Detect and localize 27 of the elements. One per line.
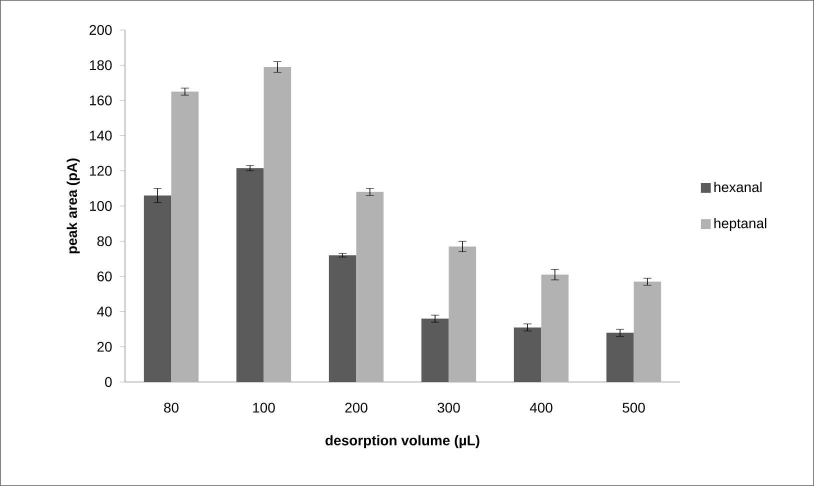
y-tick-label: 140 — [90, 130, 112, 141]
x-axis-title: desorption volume (µL) — [326, 435, 480, 448]
x-tick-label: 400 — [530, 402, 552, 413]
y-tick-label: 120 — [90, 166, 112, 176]
y-tick-label: 100 — [90, 201, 112, 211]
y-tick-label: 20 — [97, 342, 112, 352]
y-axis-title: peak area (pA) — [66, 158, 80, 254]
bar — [356, 192, 384, 382]
legend-label: hexanal — [714, 182, 762, 192]
y-tick-label: 180 — [90, 60, 112, 70]
legend-label: heptanal — [714, 218, 766, 232]
x-tick-label: 200 — [345, 402, 368, 413]
bar — [541, 274, 569, 382]
x-tick-label: 500 — [622, 402, 645, 413]
y-tick-label: 60 — [97, 271, 112, 282]
y-tick-label: 0 — [105, 377, 112, 387]
x-tick-label: 100 — [253, 402, 275, 413]
x-tick-label: 300 — [438, 402, 460, 413]
y-tick-label: 40 — [97, 306, 112, 317]
y-tick-label: 160 — [90, 95, 112, 106]
x-tick-label: 80 — [164, 402, 178, 413]
y-tick-label: 200 — [90, 25, 112, 35]
bar — [171, 92, 199, 382]
bar — [264, 66, 292, 382]
bar — [634, 282, 662, 382]
bar — [448, 246, 476, 382]
y-tick-label: 80 — [97, 236, 112, 246]
